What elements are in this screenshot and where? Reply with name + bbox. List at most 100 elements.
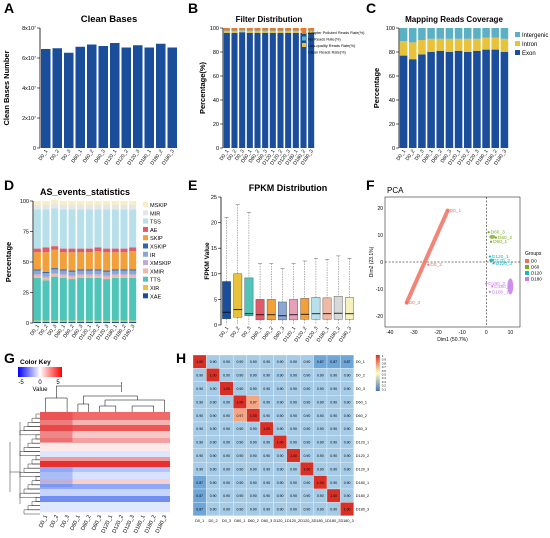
bar-segment [51, 320, 59, 322]
legend-swatch [143, 251, 148, 257]
bar-segment [308, 28, 315, 31]
bar-segment [94, 320, 102, 322]
bar-segment [223, 28, 230, 31]
correlation-value: 0.90 [263, 494, 270, 498]
box [289, 299, 298, 321]
legend-swatch [143, 276, 148, 282]
correlation-value: 0.90 [277, 414, 284, 418]
bar-segment [33, 275, 41, 278]
legend-title: Color Key [20, 359, 51, 366]
chart-title: FPKM Distribution [249, 183, 328, 193]
pca-point-label: D60_1 [493, 239, 507, 245]
legend-swatch [143, 210, 148, 216]
bar-segment [491, 28, 500, 38]
legend-label: XAE [150, 294, 161, 300]
y-tick-label: 80 [213, 50, 219, 56]
bar-segment [269, 31, 276, 33]
bar-segment [292, 32, 299, 148]
legend-swatch [143, 293, 148, 299]
legend-label: D120 [531, 271, 542, 276]
correlation-value: 0.90 [250, 441, 257, 445]
bar [167, 47, 177, 148]
heatmap-band [40, 412, 170, 421]
correlation-value: 0.90 [236, 360, 243, 364]
correlation-value: 1.00 [317, 481, 324, 485]
correlation-value: 0.90 [303, 414, 310, 418]
pca-point [492, 262, 495, 265]
correlation-value: 0.90 [236, 441, 243, 445]
correlation-value: 0.90 [303, 454, 310, 458]
correlation-value: 0.90 [317, 427, 324, 431]
heatmap-band [40, 467, 170, 473]
column-label: D180_2 [327, 519, 340, 523]
bar-segment [94, 321, 102, 323]
y-axis-label: Clean Bases Number [2, 50, 11, 125]
mapping-reads-coverage-chart: Mapping Reads Coverage 0 20 40 60 80 100 Percen… [372, 15, 548, 166]
correlation-value: 0.90 [330, 387, 337, 391]
y-tick-label: 50 [23, 260, 29, 266]
bar-segment [129, 251, 137, 270]
bar-segment [246, 32, 253, 148]
correlation-value: 0.90 [290, 400, 297, 404]
bar-segment [51, 199, 59, 204]
bar-segment [129, 201, 137, 205]
bar-segment [59, 252, 67, 270]
correlation-value: 0.90 [344, 414, 351, 418]
correlation-value: 0.90 [317, 387, 324, 391]
bar-segment [408, 42, 417, 60]
bar-segment [463, 52, 472, 148]
bar-segment [436, 28, 445, 39]
bar-segment [277, 30, 284, 31]
x-tick-label: D0_2 [226, 149, 238, 162]
correlation-value: 0.90 [344, 481, 351, 485]
correlation-value: 0.90 [236, 374, 243, 378]
bar [41, 49, 51, 148]
color-key-tick: -5 [18, 380, 24, 386]
bar-segment [246, 31, 253, 33]
correlation-value: 0.90 [196, 400, 203, 404]
panel-letter-h: H [176, 350, 187, 366]
x-tick-label: 10 [508, 330, 514, 336]
pca-point-label: D60_3 [491, 230, 505, 236]
bar-segment [269, 28, 276, 31]
correlation-value: 0.90 [344, 427, 351, 431]
legend-swatch [302, 36, 306, 41]
color-key-subtitle: Value [33, 387, 49, 393]
heatmap-band [40, 484, 170, 490]
correlation-value: 0.90 [290, 374, 297, 378]
correlation-value: 0.90 [317, 494, 324, 498]
bar-segment [254, 31, 261, 33]
bar-segment [42, 201, 50, 205]
panel-letter-a: A [4, 0, 15, 16]
panel-letter-e: E [188, 177, 198, 193]
bar [87, 44, 97, 148]
correlation-value: 0.90 [223, 427, 230, 431]
bar [121, 47, 131, 148]
correlation-value: 1.00 [250, 414, 257, 418]
correlation-value: 0.90 [250, 467, 257, 471]
correlation-value: 0.87 [317, 360, 324, 364]
bar-segment [85, 209, 93, 249]
bar-segment [408, 28, 417, 43]
heatmap-band [40, 502, 170, 513]
correlation-value: 0.90 [210, 414, 217, 418]
correlation-value: 0.90 [250, 454, 257, 458]
bar-segment [445, 28, 454, 39]
heatmap-block [40, 467, 73, 487]
row-label: D60_1 [356, 400, 367, 404]
chart-title: Clean Bases [81, 14, 138, 25]
bar-segment [427, 38, 435, 52]
bar-segment [85, 269, 93, 271]
legend-swatch [143, 285, 148, 290]
y-tick-label: 20 [213, 122, 219, 128]
pca-point [487, 231, 490, 234]
bar-segment [94, 269, 102, 271]
color-scale-tick: 0.3 [382, 380, 387, 384]
bar-segment [33, 321, 41, 323]
x-tick-label: D0_3 [414, 149, 426, 162]
correlation-value: 0.90 [263, 467, 270, 471]
correlation-value: 0.97 [236, 414, 243, 418]
bar-segment [103, 248, 111, 253]
bar-segment [94, 274, 102, 276]
bar-segment [68, 275, 76, 277]
